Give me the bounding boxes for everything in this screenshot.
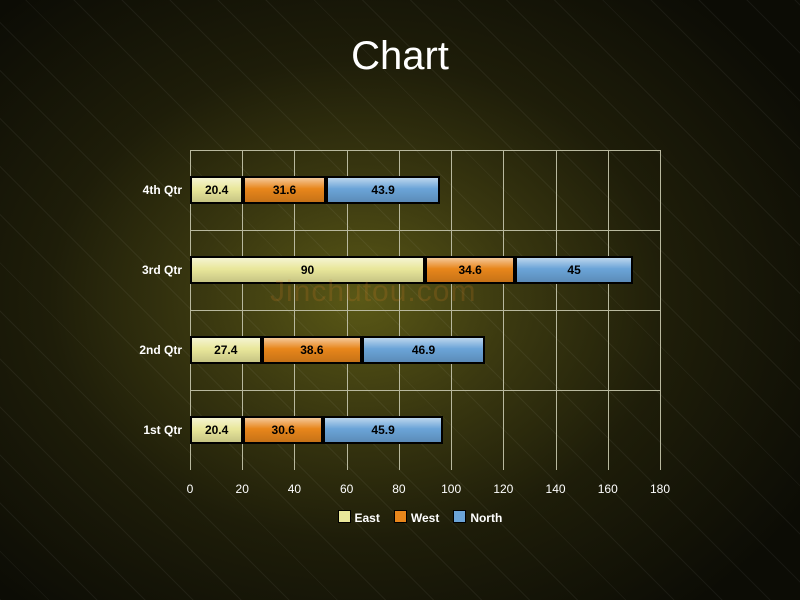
legend-swatch: [453, 510, 466, 523]
y-tick-label: 1st Qtr: [122, 423, 182, 437]
legend: East West North: [338, 510, 503, 525]
bar-segment-north: 46.9: [362, 336, 484, 364]
bar-value-label: 20.4: [191, 417, 242, 443]
chart-stage: Chart 20.431.643.99034.64527.438.646.920…: [0, 0, 800, 600]
plot-area: 20.431.643.99034.64527.438.646.920.430.6…: [190, 150, 660, 470]
y-tick-label: 4th Qtr: [122, 183, 182, 197]
legend-item: East: [338, 510, 380, 525]
bar-value-label: 43.9: [327, 177, 440, 203]
x-tick-label: 40: [288, 482, 301, 496]
plot-border-top: [190, 150, 660, 151]
gridline-x: [660, 150, 661, 470]
x-tick-label: 60: [340, 482, 353, 496]
bar-segment-north: 43.9: [326, 176, 441, 204]
bar-value-label: 27.4: [191, 337, 261, 363]
x-tick-label: 100: [441, 482, 461, 496]
row-divider: [190, 390, 660, 391]
bar-segment-east: 20.4: [190, 176, 243, 204]
x-tick-label: 180: [650, 482, 670, 496]
bar-segment-east: 27.4: [190, 336, 262, 364]
bar-segment-west: 31.6: [243, 176, 326, 204]
legend-swatch: [394, 510, 407, 523]
x-tick-label: 160: [598, 482, 618, 496]
bar-value-label: 45: [516, 257, 632, 283]
bar-value-label: 20.4: [191, 177, 242, 203]
bar-value-label: 38.6: [263, 337, 362, 363]
row-divider: [190, 310, 660, 311]
bar-value-label: 46.9: [363, 337, 483, 363]
legend-label: North: [470, 511, 502, 525]
legend-label: West: [411, 511, 439, 525]
x-tick-label: 80: [392, 482, 405, 496]
bar-value-label: 30.6: [244, 417, 322, 443]
bar-value-label: 45.9: [324, 417, 442, 443]
bar-segment-north: 45.9: [323, 416, 443, 444]
bar-segment-west: 30.6: [243, 416, 323, 444]
bar-value-label: 31.6: [244, 177, 325, 203]
x-tick-label: 120: [493, 482, 513, 496]
y-tick-label: 2nd Qtr: [122, 343, 182, 357]
bar-segment-west: 38.6: [262, 336, 363, 364]
x-tick-label: 140: [546, 482, 566, 496]
row-divider: [190, 230, 660, 231]
watermark: Jinchutou.com: [270, 275, 476, 309]
y-tick-label: 3rd Qtr: [122, 263, 182, 277]
bar-segment-east: 20.4: [190, 416, 243, 444]
bar-segment-north: 45: [515, 256, 633, 284]
legend-swatch: [338, 510, 351, 523]
legend-label: East: [355, 511, 380, 525]
legend-item: North: [453, 510, 502, 525]
legend-item: West: [394, 510, 439, 525]
x-tick-label: 0: [187, 482, 194, 496]
chart-title: Chart: [0, 34, 800, 79]
x-tick-label: 20: [236, 482, 249, 496]
